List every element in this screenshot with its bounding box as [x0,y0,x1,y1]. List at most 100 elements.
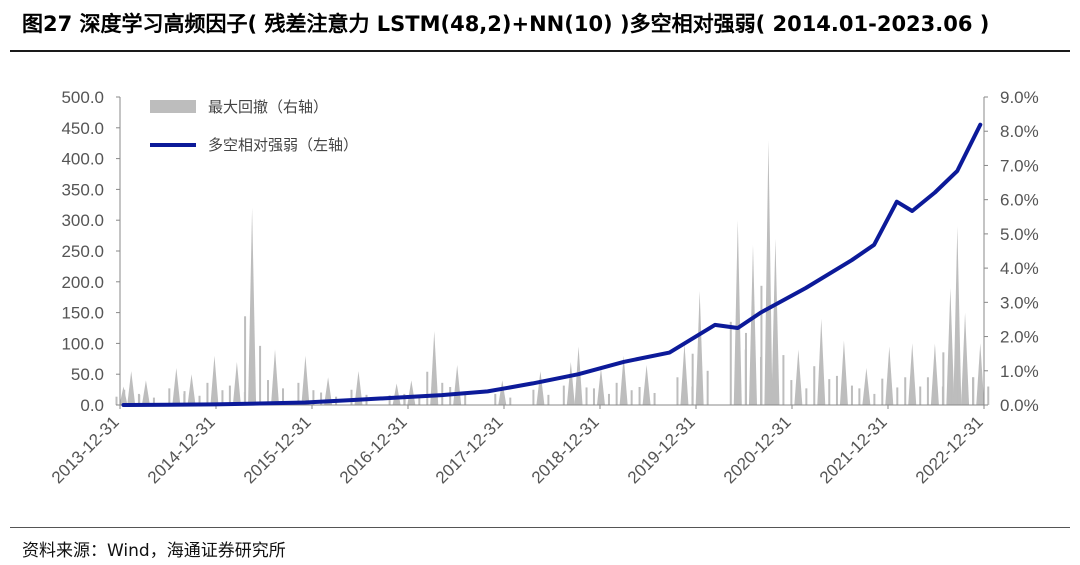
drawdown-bar [312,390,315,405]
drawdown-bar [881,378,884,405]
left-tick-label: 0.0 [80,396,104,415]
drawdown-bar [388,395,391,405]
drawdown-bar [615,382,618,405]
drawdown-bar [805,388,808,405]
x-tick-label: 2022-12-31 [912,412,987,487]
left-tick-label: 300.0 [61,211,104,230]
drawdown-bar [813,366,816,405]
drawdown-bar [949,324,952,405]
left-tick-label: 150.0 [61,304,104,323]
strength-line-layer [121,122,983,407]
right-tick-label: 9.0% [1000,88,1039,107]
drawdown-bar [972,377,975,405]
drawdown-bar [320,392,323,405]
drawdown-bar [547,394,550,405]
drawdown-bar [630,390,633,405]
drawdown-bar [464,392,467,405]
legend-label-bar: 最大回撤（右轴） [208,98,328,116]
drawdown-bar [638,386,641,405]
drawdown-bar [141,380,150,405]
x-tick-label: 2020-12-31 [720,412,795,487]
drawdown-bar [953,226,962,405]
legend-label-line: 多空相对强弱（左轴） [208,136,358,154]
drawdown-bar [976,343,985,405]
drawdown-bar [248,207,257,405]
left-tick-label: 100.0 [61,334,104,353]
right-tick-label: 1.0% [1000,362,1039,381]
drawdown-bar [115,396,118,405]
source-divider [10,527,1070,528]
drawdown-bar [418,397,421,405]
drawdown-bar [760,285,763,405]
drawdown-bar [562,385,565,405]
drawdown-bar [926,377,929,405]
left-tick-label: 50.0 [71,365,104,384]
drawdown-bar [839,340,848,405]
drawdown-bar [244,316,247,405]
drawdown-bar [123,389,126,405]
drawdown-bar [152,397,155,405]
drawdown-bar [498,380,507,405]
drawdown-bar [706,370,709,405]
left-tick-label: 200.0 [61,273,104,292]
drawdown-bar [858,388,861,405]
drawdown-bar [259,345,262,405]
drawdown-bar [748,244,757,405]
drawdown-bar [896,387,899,405]
source-note: 资料来源：Wind，海通证券研究所 [22,541,286,561]
x-tick-label: 2018-12-31 [528,412,603,487]
drawdown-bar [183,391,186,405]
drawdown-bar [232,361,241,405]
drawdown-bar [271,349,280,405]
drawdown-bar [137,393,140,405]
left-tick-label: 350.0 [61,180,104,199]
right-tick-label: 0.0% [1000,396,1039,415]
drawdown-bar [570,378,573,405]
drawdown-bar [187,374,196,405]
drawdown-bar [957,363,960,405]
drawdown-bar [908,343,917,405]
drawdown-bar [494,393,497,405]
drawdown-bar [733,220,742,405]
right-tick-label: 6.0% [1000,191,1039,210]
x-tick-label: 2019-12-31 [624,412,699,487]
drawdown-bar [642,364,651,405]
right-tick-label: 4.0% [1000,259,1039,278]
drawdown-bar [168,388,171,405]
left-tick-label: 400.0 [61,150,104,169]
drawdown-bar [392,383,401,405]
drawdown-bar [221,390,224,405]
drawdown-bar [885,346,894,405]
x-axis-ticks: 2013-12-31 2014-12-31 2015-12-31 2016-12-31… [48,405,987,487]
drawdown-bar [301,355,310,405]
drawdown-bar [350,389,353,405]
drawdown-bar [430,331,439,405]
drawdown-bar [942,352,945,405]
drawdown-bar [961,312,970,405]
x-tick-label: 2015-12-31 [240,412,315,487]
drawdown-bar [172,368,181,405]
drawdown-bar [653,392,656,405]
x-tick-label: 2021-12-31 [816,412,891,487]
drawdown-bars [115,140,990,405]
drawdown-bar [764,140,773,405]
chart-area: 500.0 450.0 400.0 350.0 300.0 250.0 200.0 150.0… [48,88,1039,487]
drawdown-bar [198,395,201,405]
right-axis-ticks: 9.0% 8.0% 7.0% 6.0% 5.0% 4.0% 3.0% 2.0% 1.0% 0.0% [984,88,1039,415]
drawdown-bar [828,379,831,405]
right-tick-label: 2.0% [1000,328,1039,347]
drawdown-bar [771,238,780,405]
drawdown-bar [676,377,679,405]
drawdown-bar [794,349,803,405]
title-divider [10,50,1070,52]
drawdown-bar [267,380,270,405]
drawdown-bar [407,380,416,405]
drawdown-bar [767,330,770,405]
right-tick-label: 7.0% [1000,156,1039,175]
drawdown-bar [324,377,333,405]
drawdown-bar [592,388,595,405]
drawdown-bar [536,371,545,405]
drawdown-bar [695,291,704,405]
drawdown-bar [206,382,209,405]
x-tick-label: 2014-12-31 [144,412,219,487]
